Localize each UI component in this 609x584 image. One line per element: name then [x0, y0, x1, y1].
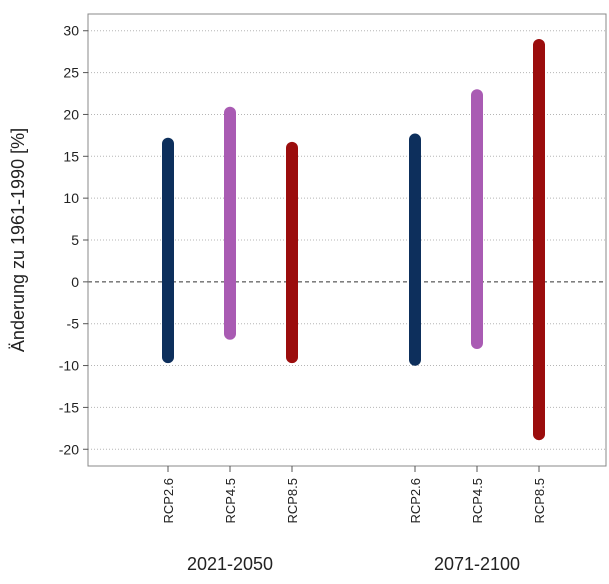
range-bars: [162, 38, 545, 441]
y-tick-label: 25: [63, 65, 79, 81]
gridlines: [88, 30, 606, 450]
x-tick-label: RCP8.5: [285, 478, 300, 524]
x-tick-label: RCP2.6: [408, 478, 423, 524]
y-axis-label: Änderung zu 1961-1990 [%]: [8, 128, 28, 352]
group-label: 2021-2050: [187, 554, 273, 574]
y-tick-label: 0: [71, 274, 79, 290]
y-tick-label: 30: [63, 23, 79, 39]
group-label: 2071-2100: [434, 554, 520, 574]
x-tick-label: RCP4.5: [470, 478, 485, 524]
y-tick-label: -15: [59, 399, 79, 415]
y-tick-label: 15: [63, 148, 79, 164]
x-tick-label: RCP4.5: [223, 478, 238, 524]
y-tick-label: -10: [59, 358, 79, 374]
x-tick-label: RCP2.6: [161, 478, 176, 524]
y-tick-label: 10: [63, 190, 79, 206]
y-tick-label: 20: [63, 106, 79, 122]
x-tick-label: RCP8.5: [532, 478, 547, 524]
axes: 30 25 20 15 10 5 0 -5 -10 -15 -20 RCP2.6 RCP4.5 RCP8.…: [59, 23, 547, 574]
y-tick-label: -5: [67, 316, 80, 332]
y-tick-label: 5: [71, 232, 79, 248]
y-tick-label: -20: [59, 441, 79, 457]
